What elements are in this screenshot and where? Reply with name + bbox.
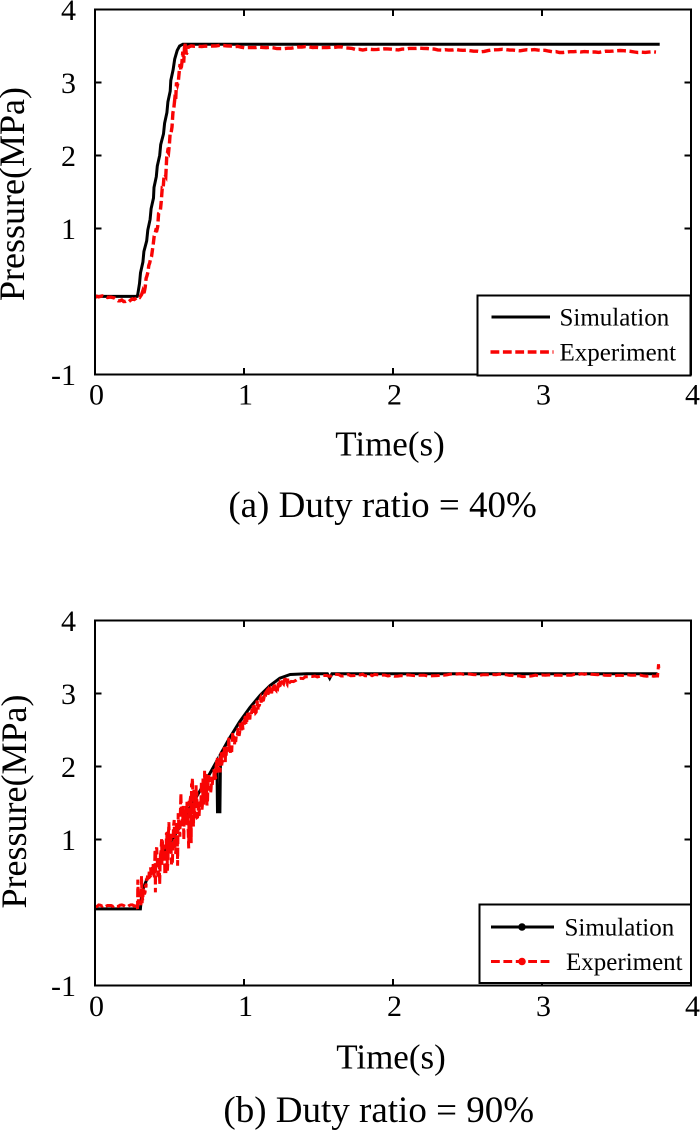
svg-text:3: 3 (536, 990, 551, 1023)
svg-text:Time(s): Time(s) (335, 425, 445, 464)
svg-text:4: 4 (685, 990, 700, 1023)
svg-text:1: 1 (238, 990, 253, 1023)
svg-text:3: 3 (61, 67, 76, 100)
svg-text:2: 2 (61, 751, 76, 784)
svg-text:2: 2 (387, 379, 402, 412)
svg-text:Time(s): Time(s) (336, 1038, 446, 1077)
svg-text:3: 3 (536, 379, 551, 412)
svg-text:4: 4 (685, 379, 700, 412)
svg-text:2: 2 (387, 990, 402, 1023)
svg-text:0: 0 (89, 990, 104, 1023)
svg-text:Simulation: Simulation (560, 305, 670, 332)
svg-text:(a) Duty ratio = 40%: (a) Duty ratio = 40% (228, 485, 537, 526)
svg-text:4: 4 (61, 0, 76, 27)
svg-text:(b) Duty ratio = 90%: (b) Duty ratio = 90% (223, 1090, 534, 1131)
svg-text:-1: -1 (51, 970, 76, 1003)
svg-text:-1: -1 (51, 359, 76, 392)
svg-text:Experiment: Experiment (566, 949, 683, 976)
svg-text:2: 2 (61, 140, 76, 173)
svg-text:1: 1 (61, 213, 76, 246)
svg-text:4: 4 (61, 605, 76, 638)
svg-text:1: 1 (61, 824, 76, 857)
svg-text:1: 1 (238, 379, 253, 412)
svg-text:0: 0 (89, 379, 104, 412)
svg-text:Experiment: Experiment (560, 340, 677, 367)
svg-text:3: 3 (61, 678, 76, 711)
svg-text:Simulation: Simulation (565, 915, 675, 942)
svg-text:Pressure(MPa): Pressure(MPa) (0, 695, 34, 909)
svg-text:Pressure(MPa): Pressure(MPa) (0, 87, 32, 301)
